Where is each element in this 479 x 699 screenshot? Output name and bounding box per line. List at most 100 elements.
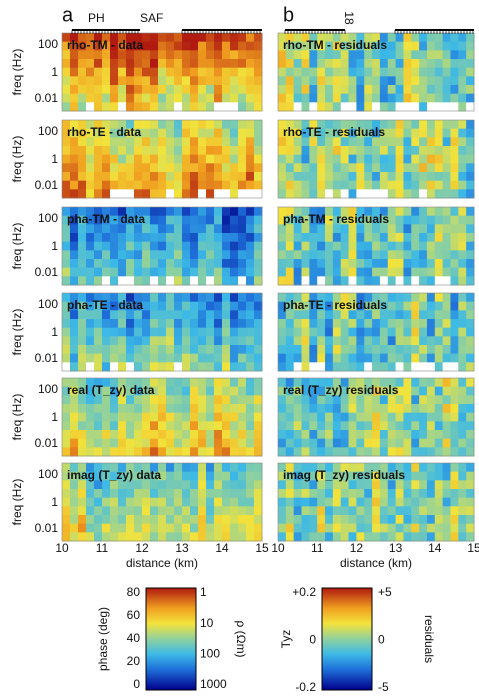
heatmap-cell <box>379 515 389 525</box>
heatmap-cell <box>118 267 127 277</box>
heatmap-cell <box>214 33 223 43</box>
heatmap-cell <box>340 404 350 414</box>
heatmap-cell <box>340 515 350 525</box>
heatmap-cell <box>466 154 475 164</box>
heatmap-cell <box>403 489 412 499</box>
panel-frame <box>61 462 263 542</box>
heatmap-cell <box>278 497 287 507</box>
heatmap-cell <box>174 93 183 103</box>
heatmap-cell <box>340 241 350 251</box>
heatmap-cell <box>118 76 127 86</box>
heatmap-cell <box>230 506 239 516</box>
heatmap-cell <box>70 146 79 156</box>
heatmap-cell <box>102 471 111 481</box>
heatmap-cell <box>214 180 223 190</box>
heatmap-cell <box>118 250 127 260</box>
heatmap-cell <box>395 353 404 363</box>
heatmap-cell <box>442 146 451 156</box>
heatmap-cell <box>126 447 135 457</box>
heatmap-cell <box>317 259 326 269</box>
heatmap-cell <box>285 438 295 448</box>
heatmap-cell <box>166 386 175 396</box>
heatmap-cell <box>86 430 95 440</box>
heatmap-cell <box>450 59 459 69</box>
heatmap-cell <box>364 345 373 355</box>
heatmap-cell <box>379 301 389 311</box>
heatmap-cell <box>206 412 215 422</box>
heatmap-cell <box>222 327 231 337</box>
heatmap-cell <box>150 215 159 225</box>
heatmap-cell <box>110 276 119 286</box>
heatmap-cell <box>166 250 175 260</box>
heatmap-cell <box>222 404 231 414</box>
heatmap-cell <box>62 506 71 516</box>
heatmap-cell <box>411 301 420 311</box>
heatmap-cell <box>230 310 239 320</box>
heatmap-cell <box>254 395 263 405</box>
heatmap-cell <box>254 404 263 414</box>
heatmap-cell <box>118 438 127 448</box>
heatmap-cell <box>166 489 175 499</box>
heatmap-cell <box>246 50 255 60</box>
heatmap-cell <box>166 33 175 43</box>
heatmap-cell <box>317 378 326 388</box>
heatmap-cell <box>238 207 247 217</box>
heatmap-cell <box>198 233 207 243</box>
heatmap-cell <box>285 67 295 77</box>
heatmap-cell <box>70 41 79 51</box>
heatmap-cell <box>70 506 79 516</box>
heatmap-cell <box>238 438 247 448</box>
heatmap-cell <box>395 172 404 182</box>
heatmap-cell <box>86 471 95 481</box>
heatmap-cell <box>419 224 428 234</box>
heatmap-cell <box>70 172 79 182</box>
heatmap-cell <box>230 154 239 164</box>
heatmap-cell <box>126 59 135 69</box>
heatmap-cell <box>86 319 95 329</box>
heatmap-cell <box>356 336 365 346</box>
heatmap-cell <box>166 189 175 199</box>
heatmap-cell <box>126 33 135 43</box>
heatmap-cell <box>102 102 111 112</box>
heatmap-cell <box>142 93 151 103</box>
heatmap-cell <box>442 430 451 440</box>
heatmap-cell <box>379 241 389 251</box>
heatmap-cell <box>94 412 103 422</box>
heatmap-cell <box>182 345 191 355</box>
heatmap-cell <box>325 301 334 311</box>
heatmap-cell <box>356 327 365 337</box>
heatmap-cell <box>182 67 191 77</box>
heatmap-cell <box>206 154 215 164</box>
heatmap-cell <box>278 310 287 320</box>
heatmap-cell <box>246 189 255 199</box>
heatmap-cell <box>70 85 79 95</box>
heatmap-cell <box>70 137 79 147</box>
heatmap-cell <box>426 276 436 286</box>
heatmap-cell <box>222 154 231 164</box>
heatmap-cell <box>214 447 223 457</box>
heatmap-cell <box>222 506 231 516</box>
heatmap-cell <box>301 421 310 431</box>
heatmap-cell <box>372 319 381 329</box>
heatmap-cell <box>182 233 191 243</box>
heatmap-cell <box>118 224 127 234</box>
heatmap-cell <box>246 506 255 516</box>
heatmap-cell <box>395 480 404 490</box>
heatmap-cell <box>134 412 143 422</box>
heatmap-cell <box>442 293 451 303</box>
heatmap-cell <box>411 395 420 405</box>
heatmap-cell <box>214 506 223 516</box>
heatmap-cell <box>222 267 231 277</box>
heatmap-cell <box>426 180 436 190</box>
heatmap-cell <box>182 506 191 516</box>
heatmap-cell <box>442 447 451 457</box>
heatmap-cell <box>325 172 334 182</box>
heatmap-cell <box>182 241 191 251</box>
heatmap-cell <box>142 319 151 329</box>
heatmap-cell <box>364 224 373 234</box>
heatmap-cell <box>364 267 373 277</box>
heatmap-cell <box>126 146 135 156</box>
heatmap-cell <box>222 319 231 329</box>
heatmap-cell <box>174 532 183 542</box>
heatmap-cell <box>348 85 357 95</box>
